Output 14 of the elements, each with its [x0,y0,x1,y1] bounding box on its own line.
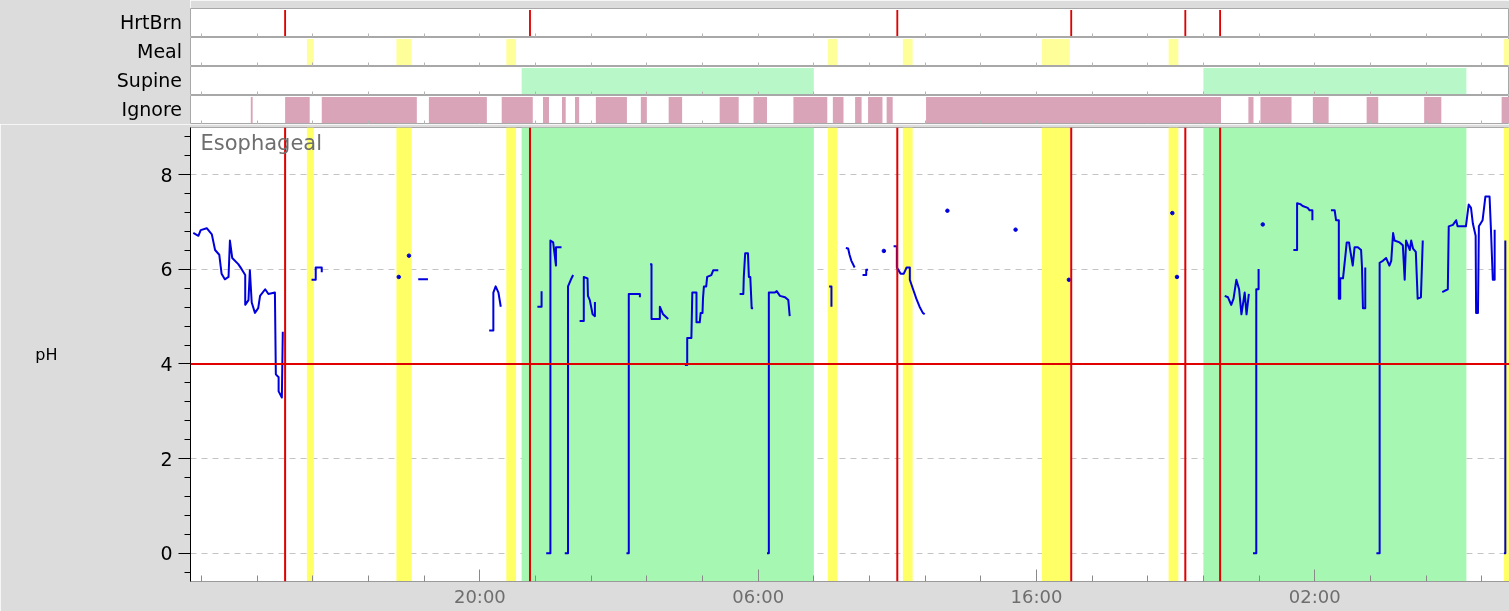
y-axis-title: Supine [0,66,190,95]
y-tick-label: 4 [160,352,173,375]
y-tick-label: 2 [160,447,173,470]
x-tick-label: 16:00 [1010,585,1063,607]
x-tick-label: 02:00 [1288,585,1341,607]
y-axis-title: HrtBrn [0,0,190,37]
x-tick-label: 06:00 [732,585,785,607]
y-tick-label: 6 [160,258,173,281]
y-axis-title: Ignore [0,95,190,124]
y-tick-label: 8 [160,163,173,186]
x-tick-label: 20:00 [453,585,506,607]
y-tick-label: 0 [160,542,173,565]
y-axis-title: Meal [0,37,190,66]
y-axis-title: pH [35,345,58,364]
